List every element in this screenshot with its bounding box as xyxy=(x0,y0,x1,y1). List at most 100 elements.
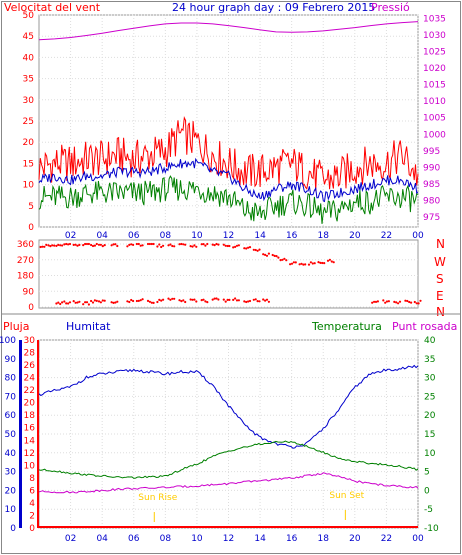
direction-point xyxy=(321,261,324,265)
direction-point xyxy=(215,297,218,300)
direction-point xyxy=(193,244,196,247)
direction-point xyxy=(206,301,209,304)
direction-point xyxy=(243,300,246,303)
wind-speed-tick-label: 35 xyxy=(23,75,34,85)
direction-point xyxy=(55,302,58,305)
humidity-tick-label: 50 xyxy=(5,430,17,440)
direction-point xyxy=(51,244,54,247)
direction-point xyxy=(150,301,153,304)
direction-point xyxy=(247,300,250,303)
direction-point xyxy=(234,245,237,248)
dew-point-line xyxy=(38,472,419,494)
time-tick-label: 18 xyxy=(318,534,330,544)
direction-point xyxy=(300,262,303,265)
direction-point xyxy=(116,300,119,303)
direction-point xyxy=(150,242,153,246)
direction-point xyxy=(224,244,227,247)
direction-point xyxy=(68,301,72,304)
wind-speed-tick-label: 10 xyxy=(23,181,35,191)
time-tick-label: 08 xyxy=(160,231,172,241)
wind-speed-tick-label: 50 xyxy=(23,11,35,21)
direction-point xyxy=(43,245,46,248)
rain-tick-label: 2 xyxy=(29,511,35,521)
direction-point xyxy=(245,300,248,304)
direction-point xyxy=(128,300,131,304)
direction-point xyxy=(289,263,292,266)
rain-tick-label: 28 xyxy=(24,349,36,359)
direction-point xyxy=(252,248,255,251)
direction-point xyxy=(393,300,396,303)
humidity-tick-label: 30 xyxy=(5,468,17,478)
humidity-tick-label: 70 xyxy=(5,392,17,402)
direction-point xyxy=(169,298,172,301)
direction-point xyxy=(232,246,235,249)
direction-point xyxy=(61,301,64,304)
direction-point xyxy=(385,300,389,303)
pressure-tick-label: 1000 xyxy=(423,130,446,140)
rain-tick-label: 16 xyxy=(24,424,36,434)
pressure-tick-label: 1010 xyxy=(423,97,446,107)
direction-points xyxy=(39,242,422,306)
direction-point xyxy=(262,253,265,256)
direction-point xyxy=(130,243,133,246)
wind-speed-axis: 0 5 10 15 20 25 30 35 40 45 50 xyxy=(23,11,35,233)
direction-point xyxy=(189,298,192,301)
direction-point xyxy=(180,300,183,303)
direction-point xyxy=(258,300,261,303)
time-tick-label: 02 xyxy=(65,534,76,544)
direction-point xyxy=(167,244,170,247)
direction-point xyxy=(374,300,378,303)
direction-point xyxy=(376,300,379,303)
direction-point xyxy=(132,243,135,246)
direction-point xyxy=(74,243,77,246)
direction-point xyxy=(126,245,129,248)
time-tick-label: 06 xyxy=(128,534,140,544)
direction-point xyxy=(373,300,376,303)
temperature-tick-label: 10 xyxy=(424,449,436,459)
temperature-axis: -10 -5 0 5 10 15 20 25 30 35 40 xyxy=(424,336,439,534)
time-tick-label: 14 xyxy=(254,231,266,241)
direction-point xyxy=(137,299,140,302)
wind-speed-tick-label: 30 xyxy=(23,96,35,106)
direction-point xyxy=(148,242,151,246)
direction-point xyxy=(200,243,203,246)
time-tick-label: 14 xyxy=(254,534,266,544)
humidity-tick-label: 0 xyxy=(10,524,16,534)
direction-point xyxy=(309,261,312,264)
direction-point xyxy=(273,254,276,257)
direction-point xyxy=(328,258,331,261)
temperature-line xyxy=(38,440,419,479)
direction-point xyxy=(160,299,163,302)
direction-point xyxy=(126,300,129,303)
direction-label-e: E xyxy=(436,289,444,303)
direction-point xyxy=(195,245,198,248)
pressure-tick-label: 990 xyxy=(423,163,440,173)
direction-point xyxy=(232,298,235,301)
direction-grid xyxy=(39,243,418,308)
wind-time-axis: 02 04 06 08 10 12 14 16 18 20 22 00 xyxy=(65,231,424,241)
direction-point xyxy=(415,302,418,305)
direction-point xyxy=(277,256,280,259)
direction-point xyxy=(290,262,294,265)
direction-point xyxy=(84,301,87,304)
direction-point xyxy=(200,299,203,302)
direction-point xyxy=(156,300,159,304)
direction-point xyxy=(206,242,209,246)
direction-point xyxy=(139,299,142,302)
direction-point xyxy=(130,298,133,302)
direction-label-n-bottom: N xyxy=(436,305,445,319)
rain-tick-label: 0 xyxy=(29,524,35,534)
rain-tick-label: 14 xyxy=(24,436,36,446)
direction-point xyxy=(222,243,225,246)
dew-point-label: Punt rosada xyxy=(392,320,457,333)
time-tick-label: 22 xyxy=(381,534,392,544)
direction-point xyxy=(93,299,96,302)
direction-point xyxy=(156,245,159,248)
direction-point xyxy=(248,246,252,249)
direction-point xyxy=(59,302,62,306)
direction-point xyxy=(99,243,102,246)
humidity-tick-label: 80 xyxy=(5,374,17,384)
time-tick-label: 08 xyxy=(160,534,172,544)
pressure-tick-label: 995 xyxy=(423,147,440,157)
direction-point xyxy=(178,299,181,302)
